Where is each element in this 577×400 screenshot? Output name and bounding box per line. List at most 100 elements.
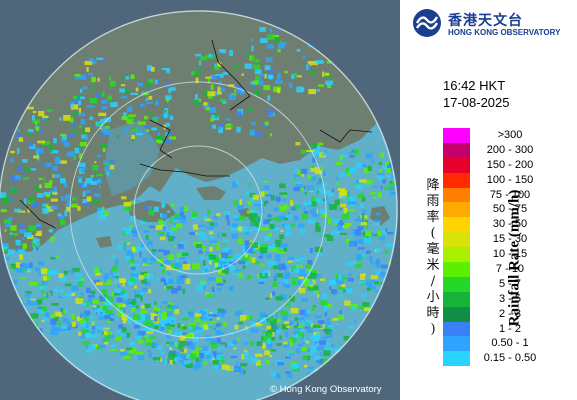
rain-echo-cell xyxy=(33,238,40,243)
rain-echo-cell xyxy=(120,348,125,352)
rain-echo-cell xyxy=(77,162,86,167)
rain-echo-cell xyxy=(17,165,22,171)
rain-echo-cell xyxy=(341,213,349,220)
rain-echo-cell xyxy=(259,312,267,316)
rain-echo-cell xyxy=(37,306,46,311)
rain-echo-cell xyxy=(106,166,112,172)
rain-echo-cell xyxy=(300,168,308,175)
rain-echo-cell xyxy=(97,330,101,333)
rain-echo-cell xyxy=(100,304,103,310)
rain-echo-cell xyxy=(80,74,87,80)
rain-echo-cell xyxy=(160,236,166,241)
rain-echo-cell xyxy=(216,92,222,95)
rain-echo-cell xyxy=(163,279,168,286)
rain-echo-cell xyxy=(60,133,66,137)
rain-echo-cell xyxy=(206,226,213,230)
rain-echo-cell xyxy=(64,283,72,287)
rain-echo-cell xyxy=(75,273,83,277)
legend-title-char: 米 xyxy=(426,258,440,273)
rain-echo-cell xyxy=(327,325,334,330)
rain-echo-cell xyxy=(103,327,110,330)
rain-echo-cell xyxy=(159,318,168,324)
rain-echo-cell xyxy=(339,155,343,160)
rain-echo-cell xyxy=(141,279,147,284)
rain-echo-cell xyxy=(132,263,140,266)
rain-echo-cell xyxy=(97,123,102,126)
rain-echo-cell xyxy=(92,164,99,171)
rain-echo-cell xyxy=(332,318,338,321)
rain-echo-cell xyxy=(272,324,279,330)
rain-echo-cell xyxy=(135,87,139,92)
rain-echo-cell xyxy=(341,276,347,280)
rain-echo-cell xyxy=(216,317,220,321)
rain-echo-cell xyxy=(20,223,25,227)
rain-echo-cell xyxy=(58,215,65,219)
rain-echo-cell xyxy=(42,320,45,323)
rain-echo-cell xyxy=(179,335,186,341)
rain-echo-cell xyxy=(297,317,305,320)
rain-echo-cell xyxy=(371,279,378,282)
legend-swatch xyxy=(443,247,470,263)
rain-echo-cell xyxy=(124,128,128,134)
rain-echo-cell xyxy=(380,271,387,278)
rain-echo-cell xyxy=(109,318,115,321)
rain-echo-cell xyxy=(299,309,306,315)
rain-echo-cell xyxy=(260,191,265,197)
radar-date: 17-08-2025 xyxy=(443,95,510,110)
rain-echo-cell xyxy=(255,353,263,357)
rain-echo-cell xyxy=(70,203,78,208)
boundary-line xyxy=(139,163,230,177)
rain-echo-cell xyxy=(166,311,173,316)
rain-echo-cell xyxy=(348,208,355,212)
rain-echo-cell xyxy=(381,264,389,269)
rain-echo-cell xyxy=(104,340,108,345)
rain-echo-cell xyxy=(80,314,87,318)
legend-title-char: 小 xyxy=(426,290,440,305)
rain-echo-cell xyxy=(167,272,170,275)
rain-echo-cell xyxy=(91,333,99,338)
rain-echo-cell xyxy=(10,263,19,269)
rain-echo-cell xyxy=(145,334,150,338)
rainfall-legend: >300 200 - 300 150 - 200 100 - 150 75 - 100 5… xyxy=(443,128,568,367)
rain-echo-cell xyxy=(275,239,282,244)
rain-echo-cell xyxy=(361,294,367,297)
rain-echo-cell xyxy=(78,178,83,184)
rain-echo-cell xyxy=(81,133,87,139)
rain-echo-cell xyxy=(165,286,174,289)
rain-echo-cell xyxy=(211,77,217,80)
rain-echo-cell xyxy=(259,27,266,32)
legend-row: >300 xyxy=(443,128,568,143)
rain-echo-cell xyxy=(253,80,259,85)
rain-echo-cell xyxy=(266,57,273,63)
rain-echo-cell xyxy=(168,136,177,140)
legend-range-label: 2 - 3 xyxy=(498,307,521,320)
rain-echo-cell xyxy=(148,353,152,358)
rain-echo-cell xyxy=(41,118,48,121)
rain-echo-cell xyxy=(101,105,108,110)
rain-echo-cell xyxy=(275,218,283,222)
rain-echo-cell xyxy=(52,192,58,195)
rain-echo-cell xyxy=(201,361,208,365)
rain-echo-cell xyxy=(144,334,147,339)
rain-echo-cell xyxy=(51,270,58,274)
rain-echo-cell xyxy=(371,279,374,282)
rain-echo-cell xyxy=(230,93,237,96)
legend-title-char: 毫 xyxy=(426,242,440,257)
rain-echo-cell xyxy=(312,285,319,291)
rain-echo-cell xyxy=(296,267,300,273)
rain-echo-cell xyxy=(74,76,81,80)
rain-echo-cell xyxy=(339,232,348,235)
rain-echo-cell xyxy=(212,75,221,79)
rain-echo-cell xyxy=(54,225,57,229)
rain-echo-cell xyxy=(309,70,317,75)
rain-echo-cell xyxy=(382,179,386,184)
rain-echo-cell xyxy=(298,224,305,228)
rain-echo-cell xyxy=(327,201,330,207)
rain-echo-cell xyxy=(268,349,276,352)
rain-echo-cell xyxy=(293,335,299,338)
rain-echo-cell xyxy=(269,355,273,358)
rain-echo-cell xyxy=(271,291,276,296)
rain-echo-cell xyxy=(177,323,181,329)
rain-echo-cell xyxy=(298,327,301,331)
rain-echo-cell xyxy=(138,274,144,280)
